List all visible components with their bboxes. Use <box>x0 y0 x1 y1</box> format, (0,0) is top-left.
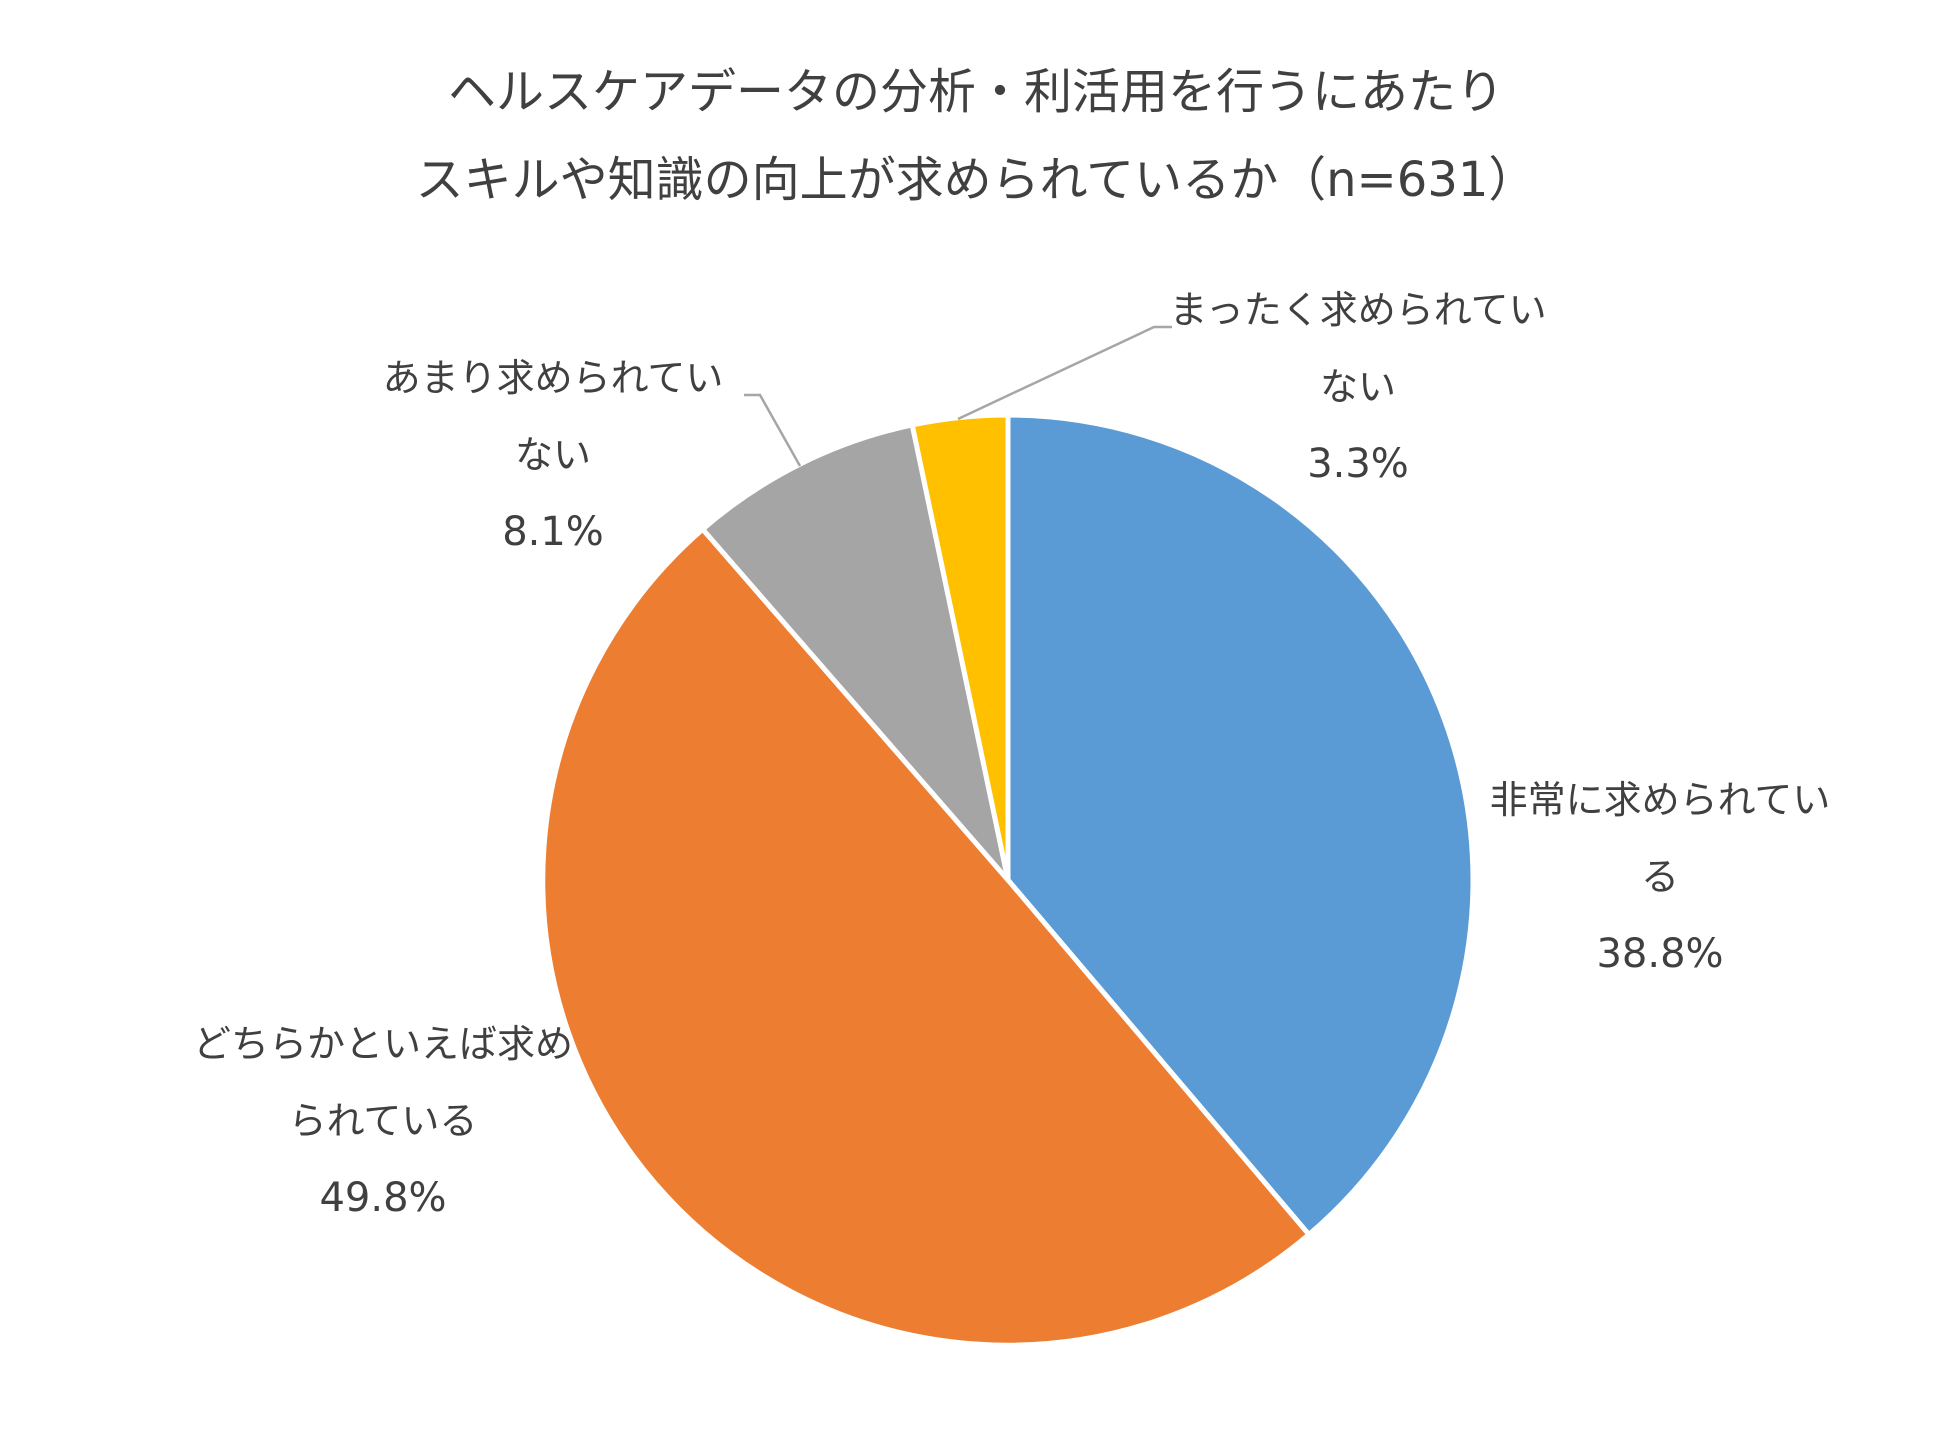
chart-title-line-2: スキルや知識の向上が求められているか（n=631） <box>415 152 1537 208</box>
chart-title: ヘルスケアデータの分析・利活用を行うにあたり スキルや知識の向上が求められている… <box>0 48 1952 224</box>
leader-line-not-required-at-all <box>957 325 1172 421</box>
chart-title-line-1: ヘルスケアデータの分析・利活用を行うにあたり <box>447 64 1504 120</box>
slice-label-very-required: 非常に求められてい る 38.8% <box>1450 762 1870 993</box>
pie-slice-not-very-required <box>700 422 1011 883</box>
slice-percent: 3.3% <box>1307 441 1409 487</box>
slice-label-line-2: る <box>1640 855 1679 899</box>
slice-label-line-1: 非常に求められてい <box>1489 778 1831 822</box>
slice-label-line-1: まったく求められてい <box>1169 288 1547 332</box>
slice-label-line-2: ない <box>1319 365 1396 409</box>
pie-slice-somewhat-required <box>540 526 1312 1348</box>
slice-percent: 8.1% <box>502 509 604 555</box>
slice-label-not-required-at-all: まったく求められてい ない 3.3% <box>1148 272 1568 503</box>
slice-label-somewhat-required: どちらかといえば求め られている 49.8% <box>173 1006 593 1237</box>
slice-percent: 49.8% <box>319 1175 447 1221</box>
slice-label-line-2: られている <box>288 1099 478 1143</box>
pie-slice-very-required <box>1005 412 1476 1238</box>
slice-percent: 38.8% <box>1596 931 1724 977</box>
slice-label-line-2: ない <box>514 433 591 477</box>
slice-label-line-1: あまり求められてい <box>382 356 724 400</box>
slice-label-line-1: どちらかといえば求め <box>192 1022 573 1066</box>
slice-label-not-very-required: あまり求められてい ない 8.1% <box>343 340 763 571</box>
leader-line-not-very-required <box>744 393 802 467</box>
